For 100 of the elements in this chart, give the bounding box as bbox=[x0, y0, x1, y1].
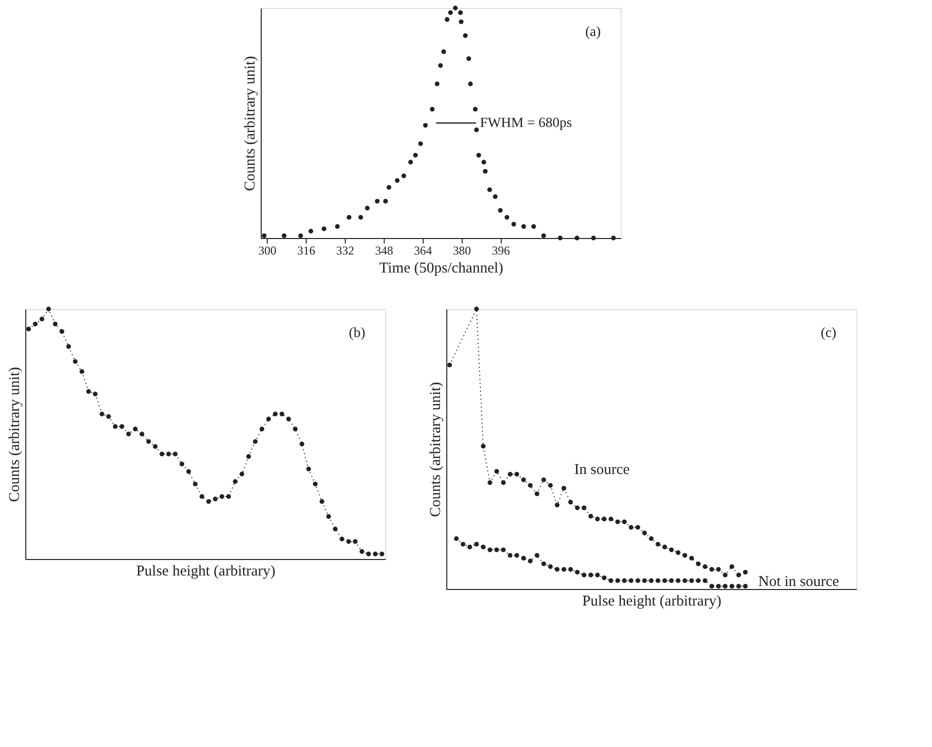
point bbox=[226, 494, 231, 499]
point bbox=[554, 567, 560, 572]
point bbox=[232, 479, 238, 484]
point bbox=[648, 578, 654, 583]
point bbox=[521, 477, 526, 482]
point bbox=[300, 442, 304, 446]
point bbox=[481, 160, 486, 164]
point bbox=[736, 584, 741, 589]
point bbox=[358, 214, 364, 220]
point bbox=[466, 56, 472, 61]
point bbox=[656, 578, 660, 583]
point bbox=[487, 187, 492, 192]
x-tick-label: 380 bbox=[452, 244, 471, 258]
point bbox=[220, 494, 224, 499]
x-axis-title: Pulse height (arbitrary) bbox=[136, 564, 276, 580]
point bbox=[716, 567, 721, 572]
point bbox=[298, 233, 303, 238]
point bbox=[401, 174, 406, 178]
point bbox=[462, 33, 468, 38]
point bbox=[676, 578, 680, 583]
point bbox=[582, 572, 586, 578]
point bbox=[206, 499, 211, 504]
point bbox=[326, 514, 331, 519]
annotation: FWHM = 680ps bbox=[480, 116, 572, 131]
point bbox=[602, 516, 607, 522]
point bbox=[472, 106, 478, 112]
point bbox=[280, 412, 284, 416]
y-axis-title: Counts (arbitrary unit) bbox=[6, 367, 23, 502]
x-axis-title: Time (50ps/channel) bbox=[379, 260, 504, 276]
point bbox=[352, 539, 358, 544]
point bbox=[372, 552, 378, 556]
point bbox=[501, 547, 506, 552]
point bbox=[380, 552, 384, 556]
point bbox=[591, 236, 596, 240]
point bbox=[441, 49, 446, 54]
point bbox=[574, 570, 580, 575]
point bbox=[40, 316, 44, 322]
point bbox=[364, 206, 370, 210]
point bbox=[722, 584, 728, 589]
point bbox=[306, 466, 311, 472]
point bbox=[72, 359, 78, 364]
point bbox=[676, 550, 680, 555]
point bbox=[413, 152, 418, 158]
point bbox=[192, 482, 198, 486]
point bbox=[408, 160, 413, 164]
point bbox=[736, 572, 741, 578]
point bbox=[656, 542, 660, 547]
point bbox=[26, 326, 31, 332]
point bbox=[558, 236, 563, 240]
point bbox=[292, 426, 298, 432]
point bbox=[689, 556, 694, 561]
point bbox=[266, 416, 271, 422]
point bbox=[534, 553, 540, 558]
point bbox=[534, 491, 540, 496]
point bbox=[86, 389, 91, 394]
point bbox=[272, 412, 278, 416]
x-tick-label: 396 bbox=[492, 244, 510, 258]
point bbox=[628, 578, 634, 583]
point bbox=[340, 536, 344, 542]
point bbox=[434, 82, 440, 86]
point bbox=[568, 567, 573, 572]
point bbox=[262, 233, 266, 238]
point bbox=[447, 362, 452, 368]
point bbox=[548, 483, 553, 488]
point bbox=[453, 6, 458, 10]
point bbox=[682, 553, 688, 558]
point bbox=[568, 500, 573, 505]
point bbox=[152, 444, 158, 449]
point bbox=[132, 426, 138, 432]
point bbox=[702, 564, 708, 569]
point bbox=[521, 224, 526, 229]
point bbox=[360, 549, 364, 554]
point bbox=[642, 578, 647, 583]
point bbox=[488, 547, 492, 552]
point bbox=[541, 561, 546, 566]
point bbox=[615, 519, 620, 524]
point bbox=[374, 198, 380, 204]
point bbox=[282, 233, 286, 238]
point bbox=[126, 432, 131, 436]
point bbox=[514, 553, 520, 558]
point bbox=[504, 214, 510, 220]
point bbox=[394, 178, 400, 183]
point bbox=[635, 525, 640, 530]
point bbox=[172, 452, 178, 456]
point bbox=[508, 553, 512, 558]
point bbox=[608, 516, 614, 522]
point bbox=[474, 306, 479, 312]
x-tick-label: 300 bbox=[258, 244, 276, 258]
point bbox=[722, 572, 728, 578]
point bbox=[501, 480, 506, 485]
point bbox=[480, 444, 486, 449]
point bbox=[335, 224, 340, 229]
point bbox=[730, 564, 734, 569]
x-tick-label: 364 bbox=[414, 244, 432, 258]
point bbox=[32, 322, 38, 326]
point bbox=[346, 539, 351, 544]
point bbox=[346, 214, 352, 220]
point bbox=[383, 198, 388, 204]
point bbox=[460, 542, 466, 547]
point bbox=[554, 502, 560, 508]
